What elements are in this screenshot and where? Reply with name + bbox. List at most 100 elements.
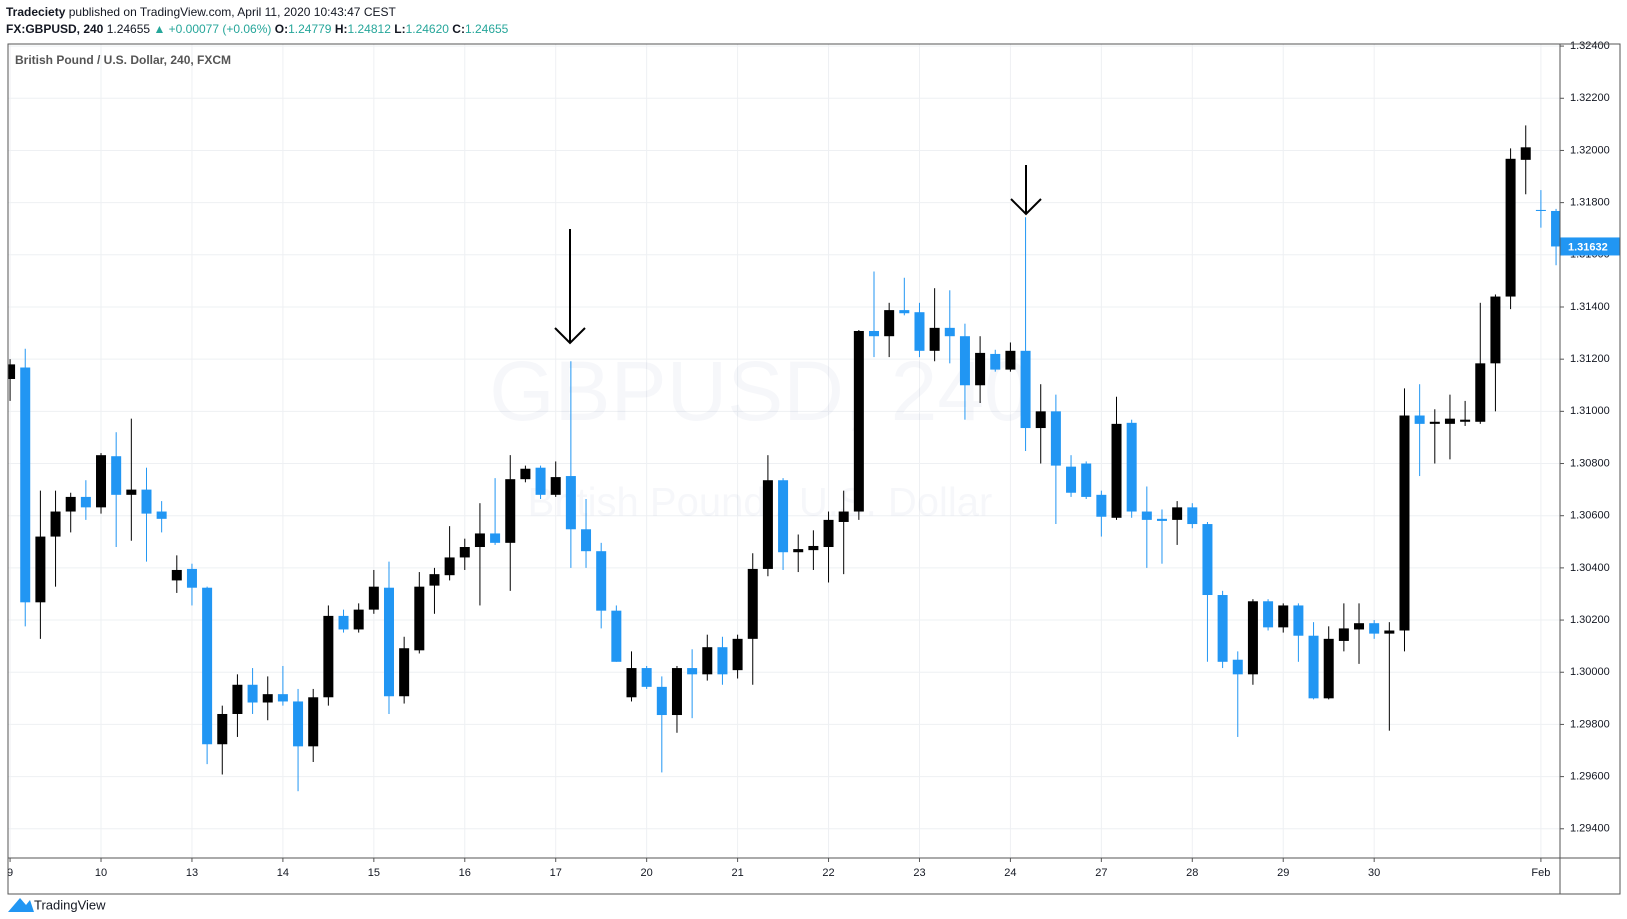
candle-body [1156, 518, 1167, 521]
candle-body [1111, 423, 1122, 518]
candle-body [1535, 209, 1546, 211]
candle-body [35, 536, 46, 603]
ohlc-label: O: [274, 22, 289, 36]
candle-body [65, 496, 76, 512]
candle-body [975, 352, 986, 386]
y-tick-label: 1.30000 [1570, 666, 1610, 678]
candle-body [1475, 363, 1486, 422]
candle-body [1202, 524, 1213, 596]
candle-body [490, 533, 501, 543]
candle-body [171, 569, 182, 581]
candle-body [914, 312, 925, 351]
y-tick-label: 1.31800 [1570, 197, 1610, 209]
y-tick-label: 1.31200 [1570, 353, 1610, 365]
y-tick-label: 1.32200 [1570, 92, 1610, 104]
candle-body [474, 533, 485, 548]
candle-body [156, 511, 167, 519]
x-tick-label: 22 [822, 867, 834, 879]
candle-body [368, 586, 379, 610]
ohlc-label: H: [334, 22, 348, 36]
candle-body [899, 310, 910, 314]
candle-body [444, 557, 455, 576]
candle-body [1172, 507, 1183, 520]
x-tick-label: 16 [459, 867, 471, 879]
ohlc-value: 1.24620 [405, 22, 449, 36]
x-tick-label: 24 [1004, 867, 1016, 879]
header: Tradeciety published on TradingView.com,… [6, 4, 508, 38]
candle-body [414, 586, 425, 651]
candle-body [1187, 507, 1198, 525]
candle-body [353, 609, 364, 630]
y-tick-label: 1.30400 [1570, 562, 1610, 574]
candle-body [1384, 630, 1395, 634]
candle-body [656, 686, 667, 716]
candle-body [247, 684, 258, 703]
candle-body [126, 489, 137, 495]
arrow [1010, 165, 1042, 216]
candle-body [793, 549, 804, 553]
candle-body [1278, 605, 1289, 628]
candle-body [702, 647, 713, 675]
candle-body [308, 697, 319, 747]
candle-body [1066, 466, 1077, 493]
y-tick-label: 1.29400 [1570, 823, 1610, 835]
candle-body [732, 638, 743, 671]
watermark: GBPUSD, 240 [489, 344, 1031, 438]
publish-line: Tradeciety published on TradingView.com,… [6, 4, 508, 21]
candle-body [1293, 605, 1304, 636]
ohlc-value: 1.24812 [347, 22, 391, 36]
candle-body [293, 701, 304, 747]
candle-body [383, 587, 394, 697]
x-tick-label: 14 [277, 867, 289, 879]
x-tick-label: 29 [1277, 867, 1289, 879]
candle-body [838, 511, 849, 522]
candle-body [535, 467, 546, 495]
candle-body [1460, 419, 1471, 422]
candle-body [596, 551, 607, 611]
ohlc-label: C: [452, 22, 465, 36]
candle-body [565, 476, 576, 530]
x-tick-label: 28 [1186, 867, 1198, 879]
candle-body [581, 529, 592, 552]
y-tick-label: 1.29600 [1570, 771, 1610, 783]
candle-body [399, 648, 410, 697]
candle-body [762, 480, 773, 569]
candle-body [1217, 595, 1228, 662]
last-price-label: 1.31632 [1568, 241, 1608, 253]
candle-body [1369, 623, 1380, 634]
candle-body [944, 327, 955, 337]
watermark-subtitle: British Pound / U.S. Dollar [528, 481, 993, 525]
logo: TradingView [8, 897, 106, 912]
candle-body [217, 713, 228, 745]
candle-body [1005, 350, 1016, 370]
legend: British Pound / U.S. Dollar, 240, FXCM [15, 53, 231, 67]
y-tick-label: 1.30600 [1570, 510, 1610, 522]
change: ▲ +0.00077 (+0.06%) [153, 22, 272, 36]
candle-body [1338, 628, 1349, 641]
candle-body [611, 610, 622, 662]
symbol-line: FX:GBPUSD, 240 1.24655 ▲ +0.00077 (+0.06… [6, 21, 508, 38]
candle-body [671, 668, 682, 716]
candle-body [626, 668, 637, 698]
candle-body [520, 468, 531, 480]
axes: 1.29400 1.29600 1.29800 1.30000 1.30200 1.304… [7, 40, 1620, 879]
last-price-box [1560, 237, 1620, 256]
candle-body [747, 568, 758, 639]
x-tick-label: 13 [186, 867, 198, 879]
candle-body [96, 455, 107, 508]
candle-body [1141, 511, 1152, 520]
candle-body [869, 330, 880, 337]
candle-body [959, 336, 970, 386]
candle-body [186, 568, 197, 588]
candle-body [823, 519, 834, 548]
candle-body [1551, 210, 1560, 247]
candle-body [1490, 296, 1501, 364]
x-tick-label: 10 [95, 867, 107, 879]
x-tick-label: 23 [913, 867, 925, 879]
candle-body [1323, 638, 1334, 699]
y-tick-label: 1.32400 [1570, 40, 1610, 52]
candle-body [1354, 623, 1365, 630]
y-tick-label: 1.31400 [1570, 301, 1610, 313]
